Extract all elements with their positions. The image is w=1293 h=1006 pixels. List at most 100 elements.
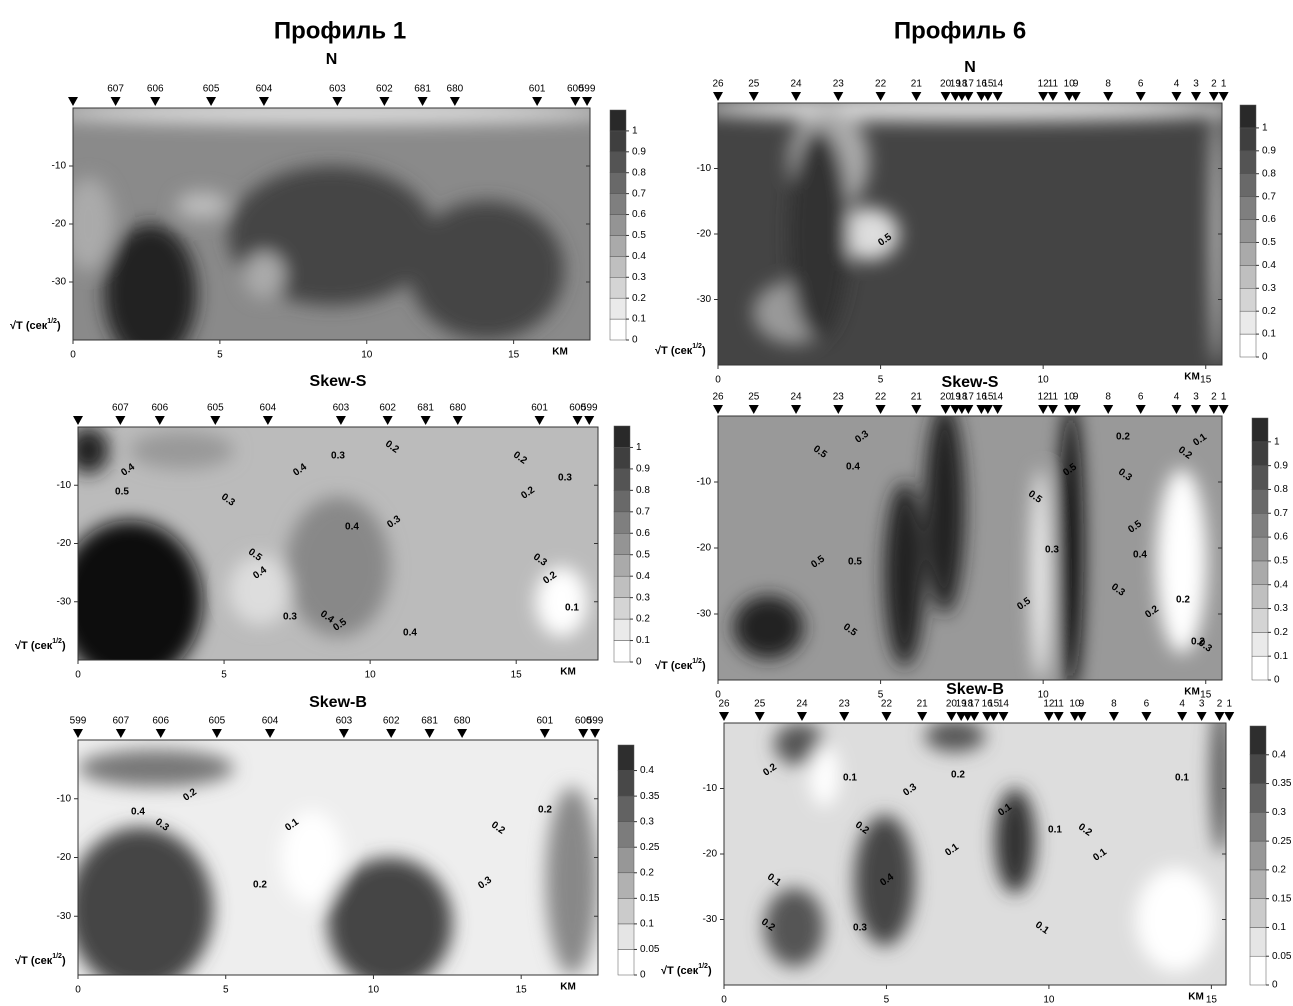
station-label: 11 — [1048, 392, 1059, 403]
colorbar-label: 0.4 — [1262, 260, 1276, 271]
y-tick-label: -10 — [57, 793, 72, 804]
x-tick-label: 5 — [221, 670, 227, 681]
colorbar-label: 0.6 — [1262, 214, 1276, 225]
station-marker — [450, 97, 460, 106]
contour-label: 0.3 — [1045, 545, 1059, 556]
y-axis-label-part: ) — [702, 345, 706, 357]
colorbar-label: 0.1 — [1262, 329, 1276, 340]
y-tick-label: -30 — [697, 294, 712, 305]
colorbar-swatch — [1252, 632, 1268, 656]
colorbar-swatch — [610, 194, 626, 215]
colorbar-label: 0.3 — [1274, 603, 1288, 614]
contour-label: 0.1 — [843, 773, 857, 784]
y-axis-label: √T (сек1/2) — [10, 318, 61, 332]
colorbar-swatch — [610, 131, 626, 152]
station-label: 607 — [112, 403, 129, 414]
station-label: 681 — [414, 84, 431, 95]
station-marker — [1215, 712, 1225, 721]
station-label: 1 — [1221, 79, 1227, 90]
field-blob — [328, 858, 453, 990]
colorbar-label: 0.7 — [636, 506, 650, 517]
contour-label: 0.2 — [253, 880, 267, 891]
colorbar-label: 0.1 — [1272, 922, 1286, 933]
station-label: 607 — [112, 716, 129, 727]
field-blob — [995, 789, 1035, 894]
panel-title: Skew-S — [942, 374, 999, 391]
station-label: 2 — [1211, 79, 1217, 90]
station-marker — [1136, 92, 1146, 101]
field-blob — [68, 427, 110, 474]
colorbar-label: 0.7 — [1274, 508, 1288, 519]
station-marker — [797, 712, 807, 721]
y-axis-label-part: ) — [57, 320, 61, 332]
station-label: 604 — [262, 716, 279, 727]
station-label: 17 — [969, 699, 981, 710]
station-marker — [1103, 92, 1113, 101]
station-label: 4 — [1179, 699, 1185, 710]
station-marker — [969, 712, 979, 721]
station-label: 26 — [712, 392, 724, 403]
station-label: 17 — [963, 79, 975, 90]
contour-label: 0.2 — [538, 805, 552, 816]
station-label: 601 — [536, 716, 553, 727]
colorbar-swatch — [1252, 489, 1268, 513]
station-marker — [156, 729, 166, 738]
station-marker — [263, 416, 273, 425]
colorbar-label: 0.4 — [636, 571, 650, 582]
station-marker — [379, 97, 389, 106]
x-tick-label: 5 — [878, 375, 884, 386]
y-tick-label: -20 — [703, 849, 718, 860]
contour-field — [718, 403, 1222, 693]
station-label: 8 — [1105, 392, 1111, 403]
colorbar-swatch — [1240, 242, 1256, 265]
colorbar-label: 0.3 — [632, 272, 646, 283]
colorbar-label: 1 — [636, 442, 642, 453]
station-label: 26 — [718, 699, 730, 710]
station-label: 24 — [790, 79, 802, 90]
station-marker — [946, 712, 956, 721]
colorbar-label: 0.1 — [632, 314, 646, 325]
colorbar-swatch — [610, 110, 626, 131]
station-marker — [1209, 92, 1219, 101]
station-marker — [1141, 712, 1151, 721]
station-marker — [535, 416, 545, 425]
x-tick-label: 0 — [70, 350, 76, 361]
station-label: 680 — [447, 84, 464, 95]
station-label: 606 — [147, 84, 164, 95]
colorbar-swatch — [1252, 513, 1268, 537]
station-label: 25 — [748, 392, 760, 403]
colorbar-swatch — [1240, 197, 1256, 220]
station-label: 14 — [992, 392, 1004, 403]
y-tick-label: -30 — [697, 609, 712, 620]
y-tick-label: -30 — [703, 914, 718, 925]
x-tick-label: 10 — [1038, 375, 1050, 386]
station-marker — [963, 405, 973, 414]
y-tick-label: -30 — [57, 911, 72, 922]
station-marker — [421, 416, 431, 425]
colorbar-label: 0.8 — [1262, 168, 1276, 179]
colorbar-swatch — [1240, 288, 1256, 311]
colorbar-swatch — [610, 173, 626, 194]
colorbar-swatch — [614, 641, 630, 662]
colorbar-swatch — [618, 873, 634, 899]
panel-title: Skew-B — [309, 694, 367, 711]
station-label: 22 — [875, 392, 887, 403]
station-marker — [1219, 405, 1229, 414]
station-label: 6 — [1144, 699, 1150, 710]
colorbar-swatch — [1240, 311, 1256, 334]
field-blob — [47, 101, 616, 124]
station-label: 11 — [1053, 699, 1064, 710]
x-tick-label: 0 — [75, 985, 81, 996]
colorbar-label: 0 — [640, 970, 646, 981]
station-label: 680 — [454, 716, 471, 727]
station-marker — [1136, 405, 1146, 414]
field-blob — [104, 224, 197, 363]
panel-title: Skew-B — [946, 681, 1004, 698]
colorbar-label: 0.5 — [1274, 556, 1288, 567]
colorbar-label: 0.1 — [636, 635, 650, 646]
y-axis-label-part: √T (сек — [10, 320, 48, 332]
contour-label: 0.2 — [1176, 595, 1190, 606]
station-marker — [457, 729, 467, 738]
contour-label: 0.4 — [403, 628, 417, 639]
station-marker — [386, 729, 396, 738]
